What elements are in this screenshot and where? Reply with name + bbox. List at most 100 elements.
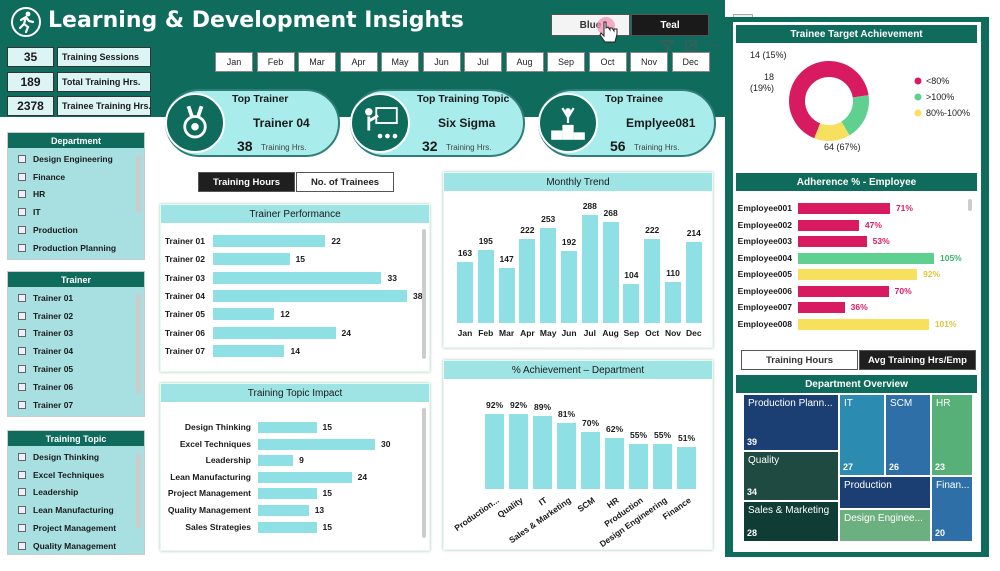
bar xyxy=(457,261,473,323)
slicer-item[interactable]: Production xyxy=(8,221,144,239)
month-jun-button[interactable]: Jun xyxy=(422,52,461,72)
slicer-item[interactable]: Project Management xyxy=(8,519,144,537)
top-card-value: 56 xyxy=(610,138,626,154)
slicer-item[interactable]: Trainer 07 xyxy=(8,396,144,414)
month-sep-button[interactable]: Sep xyxy=(547,52,585,72)
donut-slice[interactable] xyxy=(841,95,869,136)
slicer-item[interactable]: Trainer 04 xyxy=(8,342,144,360)
checkbox[interactable] xyxy=(18,243,26,252)
checkbox[interactable] xyxy=(18,347,26,356)
slicer-item[interactable]: Trainer 01 xyxy=(8,289,144,307)
avg-training-hrs-toggle[interactable]: Avg Training Hrs/Emp xyxy=(859,350,976,370)
month-aug-button[interactable]: Aug xyxy=(505,52,544,72)
trainer-performance-scrollbar[interactable] xyxy=(422,229,426,359)
slicer-item[interactable]: Excel Techniques xyxy=(8,466,144,484)
checkbox[interactable] xyxy=(18,190,26,199)
checkbox[interactable] xyxy=(18,541,26,550)
treemap-tile[interactable]: Design Enginee... xyxy=(839,509,931,542)
slicer-item[interactable]: Trainer 05 xyxy=(8,360,144,378)
bar-value: 253 xyxy=(541,213,556,224)
training-hours-toggle[interactable]: Training Hours xyxy=(198,172,295,192)
top-card-title: Top Trainee xyxy=(605,93,664,105)
treemap-tile[interactable]: Finan... 20 xyxy=(931,476,973,542)
bar-value: 9 xyxy=(299,455,304,466)
checkbox[interactable] xyxy=(18,365,26,374)
checkbox[interactable] xyxy=(18,506,26,515)
no-of-trainees-toggle[interactable]: No. of Trainees xyxy=(296,172,394,192)
axis-label: Sep xyxy=(623,328,640,338)
slicer-item[interactable]: Production Planning xyxy=(8,239,144,257)
month-nov-button[interactable]: Nov xyxy=(630,52,668,72)
treemap-tile[interactable]: Production xyxy=(839,476,931,509)
checkbox[interactable] xyxy=(18,311,26,320)
donut-slice[interactable] xyxy=(814,121,850,141)
focus-mode-icon[interactable] xyxy=(685,40,697,52)
checkbox[interactable] xyxy=(18,293,26,302)
donut-slice[interactable] xyxy=(789,61,869,139)
adherence-title: Adherence % - Employee xyxy=(736,173,977,191)
slicer-item[interactable]: Trainer 03 xyxy=(8,325,144,343)
slicer-item[interactable]: Trainer 06 xyxy=(8,378,144,396)
checkbox[interactable] xyxy=(18,524,26,533)
adherence-scrollbar[interactable] xyxy=(968,199,972,211)
slicer-item[interactable]: Finance xyxy=(8,168,144,186)
month-jul-button[interactable]: Jul xyxy=(464,52,502,72)
month-dec-button[interactable]: Dec xyxy=(671,52,710,72)
month-may-button[interactable]: May xyxy=(381,52,419,72)
axis-label: May xyxy=(539,328,557,338)
checkbox[interactable] xyxy=(18,154,26,163)
teal-theme-button[interactable]: Teal xyxy=(631,14,709,36)
department-slicer: Department Design Engineering Finance HR IT… xyxy=(7,132,145,260)
slicer-item[interactable]: Trainer 02 xyxy=(8,307,144,325)
month-feb-button[interactable]: Feb xyxy=(256,52,295,72)
filter-icon[interactable] xyxy=(660,40,674,52)
treemap-tile[interactable]: SCM 26 xyxy=(885,394,931,476)
bar-label: Employee002 xyxy=(737,219,792,230)
treemap-tile[interactable]: HR 23 xyxy=(931,394,973,476)
bar xyxy=(533,416,552,489)
topic-impact-scrollbar[interactable] xyxy=(422,408,426,538)
checkbox[interactable] xyxy=(18,488,26,497)
slicer-item[interactable]: IT xyxy=(8,203,144,221)
treemap-tile[interactable]: Quality 34 xyxy=(743,451,839,501)
month-apr-button[interactable]: Apr xyxy=(339,52,378,72)
slicer-item[interactable]: Quality Management xyxy=(8,537,144,555)
bar-label: Employee006 xyxy=(737,285,792,296)
slicer-item[interactable]: Design Thinking xyxy=(8,448,144,466)
treemap-tile[interactable]: Sales & Marketing 28 xyxy=(743,501,839,542)
checkbox[interactable] xyxy=(18,172,26,181)
topic-scrollbar[interactable] xyxy=(136,453,141,528)
checkbox[interactable] xyxy=(18,208,26,217)
slicer-item-label: Trainer 03 xyxy=(33,328,74,339)
top-card-title: Top Training Topic xyxy=(417,93,510,105)
checkbox[interactable] xyxy=(18,400,26,409)
treemap-tile[interactable]: IT 27 xyxy=(839,394,885,476)
trainer-scrollbar[interactable] xyxy=(136,294,141,394)
checkbox[interactable] xyxy=(18,452,26,461)
bar-value: 92% xyxy=(923,269,941,279)
bar-label: Trainer 02 xyxy=(164,254,205,265)
slicer-item[interactable]: Leadership xyxy=(8,484,144,502)
checkbox[interactable] xyxy=(18,470,26,479)
axis-label: Quality xyxy=(494,495,525,520)
month-jan-button[interactable]: Jan xyxy=(215,52,253,72)
right-training-hours-toggle[interactable]: Training Hours xyxy=(741,350,858,370)
slicer-item[interactable]: Design Engineering xyxy=(8,150,144,168)
checkbox[interactable] xyxy=(18,382,26,391)
achievement-department-panel: % Achievement – Department 92% Production… xyxy=(443,360,713,550)
month-mar-button[interactable]: Mar xyxy=(298,52,336,72)
department-scrollbar[interactable] xyxy=(136,155,141,213)
bar xyxy=(602,222,619,323)
treemap-tile[interactable]: Production Plann... 39 xyxy=(743,394,839,451)
bar-label: Employee003 xyxy=(737,236,792,246)
slicer-item[interactable]: HR xyxy=(8,186,144,204)
donut-label: 64 (67%) xyxy=(824,142,861,152)
bar-value: 22 xyxy=(331,236,341,246)
checkbox[interactable] xyxy=(18,329,26,338)
slicer-item[interactable]: Lean Manufacturing xyxy=(8,501,144,519)
axis-label: Apr xyxy=(520,328,535,338)
checkbox[interactable] xyxy=(18,226,26,235)
more-options-icon[interactable]: ⋯ xyxy=(707,38,719,52)
month-oct-button[interactable]: Oct xyxy=(588,52,627,72)
legend-dot xyxy=(914,93,922,101)
